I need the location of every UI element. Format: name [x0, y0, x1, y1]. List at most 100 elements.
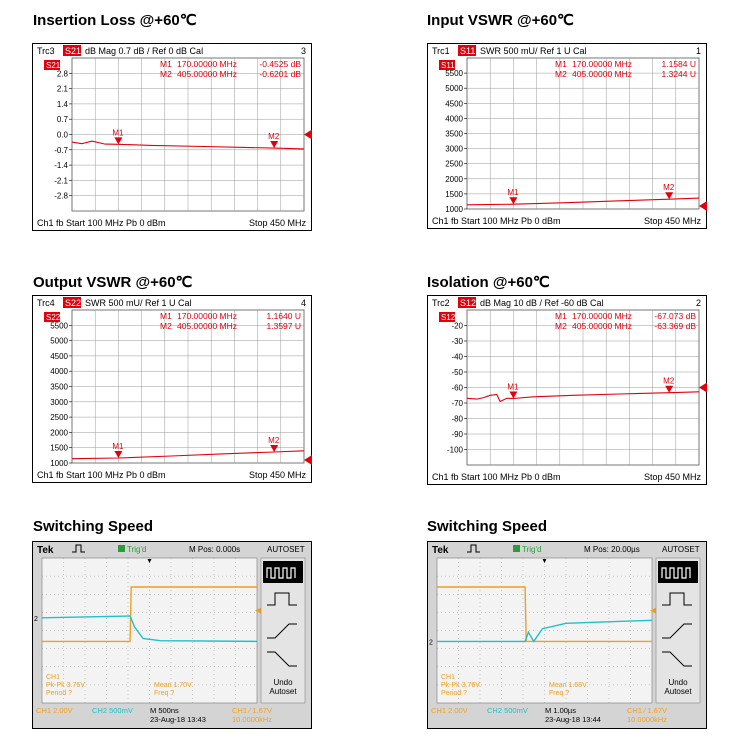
- param-label: S21: [65, 46, 81, 56]
- scope-panel-2: Tek Trig'd M Pos: 20.00µs AUTOSET 2 CH1Pk-Pk …: [427, 541, 707, 729]
- ch1-waveform: [42, 586, 257, 643]
- panel-title-output-vswr: Output VSWR @+60℃: [33, 274, 193, 291]
- marker-triangle: [114, 137, 123, 145]
- y-tick-label: 5000: [445, 84, 463, 93]
- ch2-scale: CH2 500mV: [487, 706, 528, 715]
- y-tick-label: 5000: [50, 337, 68, 346]
- trigger-pos-marker: [542, 559, 547, 563]
- panel-title-input-vswr: Input VSWR @+60℃: [427, 12, 574, 29]
- y-tick-label: 1000: [445, 205, 463, 214]
- marker-label: M1: [112, 442, 124, 451]
- format-label: SWR 500 mU/ Ref 1 U Cal: [480, 46, 587, 56]
- y-tick-label: -2.1: [54, 176, 68, 185]
- autoset-label: AUTOSET: [662, 545, 700, 554]
- marker-readout-id: M1: [160, 311, 172, 321]
- y-tick-label: 2000: [50, 428, 68, 437]
- single-cycle-icon: [662, 592, 692, 606]
- multi-cycle-icon: [661, 567, 691, 579]
- marker-label: M2: [663, 377, 675, 386]
- timebase: M 1.00µs: [545, 706, 576, 715]
- ch2-scale: CH2 500mV: [92, 706, 133, 715]
- format-label: dB Mag 10 dB / Ref -60 dB Cal: [480, 298, 604, 308]
- trace-label: Trc4: [37, 298, 55, 308]
- y-tick-label: -0.7: [54, 146, 68, 155]
- y-tick-label: -20: [451, 322, 463, 331]
- marker-readout-id: M1: [555, 311, 567, 321]
- marker-readout-freq: 170.00000 MHz: [177, 311, 237, 321]
- marker-readout-value: 1.3597 U: [267, 321, 302, 331]
- panel-frame: [427, 295, 707, 485]
- marker-readout-value: -67.073 dB: [654, 311, 696, 321]
- undo-label: Undo: [273, 678, 293, 687]
- panel-title-insertion-loss: Insertion Loss @+60℃: [33, 12, 197, 29]
- y-tick-label: -80: [451, 415, 463, 424]
- format-label: SWR 500 mU/ Ref 1 U Cal: [85, 298, 192, 308]
- rising-edge-icon: [267, 623, 297, 639]
- ch1-measure: Pk-Pk 3.76V: [441, 682, 480, 689]
- y-tick-label: -90: [451, 430, 463, 439]
- channel-badge-label: S11: [441, 61, 455, 70]
- footer-right: Stop 450 MHz: [644, 472, 702, 482]
- autoset-undo-label: Autoset: [664, 687, 692, 696]
- y-tick-label: 4500: [50, 352, 68, 361]
- ch1-measure: Pk-Pk 3.76V: [46, 682, 85, 689]
- trig-label: Trig'd: [127, 545, 146, 554]
- y-tick-label: -70: [451, 399, 463, 408]
- format-label: dB Mag 0.7 dB / Ref 0 dB Cal: [85, 46, 203, 56]
- marker-readout-id: M1: [160, 59, 172, 69]
- marker-readout-freq: 170.00000 MHz: [177, 59, 237, 69]
- marker-label: M2: [663, 183, 675, 192]
- channel-badge: [44, 312, 60, 322]
- marker-readout-id: M2: [555, 69, 567, 79]
- ch2-waveform: [41, 615, 258, 643]
- marker-readout-freq: 170.00000 MHz: [572, 311, 632, 321]
- footer-left: Ch1 fb Start 100 MHz Pb 0 dBm: [432, 216, 561, 226]
- ch1-measure: CH1: [441, 674, 455, 681]
- y-tick-label: 2500: [50, 413, 68, 422]
- vna-panel-output-vswr: Trc4 S22 SWR 500 mU/ Ref 1 U Cal 4 5500 5000 4…: [32, 295, 312, 483]
- marker-readout-value: 1.1640 U: [267, 311, 302, 321]
- footer-right: Stop 450 MHz: [249, 470, 307, 480]
- marker-readout-freq: 405.00000 MHz: [177, 321, 237, 331]
- panel-title-isolation: Isolation @+60℃: [427, 274, 550, 291]
- trigger-level-marker: [650, 607, 656, 614]
- y-tick-label: -30: [451, 337, 463, 346]
- trigger-edge-icon: [467, 544, 480, 553]
- marker-label: M2: [268, 132, 280, 141]
- trace-number: 4: [301, 298, 306, 308]
- marker-readout-freq: 405.00000 MHz: [572, 321, 632, 331]
- trace-number: 2: [696, 298, 701, 308]
- y-tick-label: 3500: [50, 383, 68, 392]
- param-label: S22: [65, 298, 81, 308]
- y-tick-label: 1500: [445, 190, 463, 199]
- y-tick-label: -50: [451, 368, 463, 377]
- ch2-ground-marker: 2: [34, 616, 38, 623]
- brand-label: Tek: [37, 545, 54, 556]
- marker-triangle: [665, 385, 674, 393]
- trig-icon: [513, 545, 520, 552]
- falling-edge-icon: [662, 651, 692, 667]
- trace-label: Trc2: [432, 298, 450, 308]
- y-tick-label: 5500: [445, 69, 463, 78]
- marker-readout-freq: 405.00000 MHz: [177, 69, 237, 79]
- ch1-measure: Period ?: [46, 690, 72, 697]
- rising-edge-icon: [662, 623, 692, 639]
- trigger-readout: CH1 ⁄ 1.67V: [232, 706, 272, 715]
- trace-line: [71, 450, 305, 460]
- footer-left: Ch1 fb Start 100 MHz Pb 0 dBm: [37, 470, 166, 480]
- param-label: S11: [460, 46, 475, 56]
- ch1-waveform: [437, 586, 652, 643]
- marker-readout-value: -0.4525 dB: [259, 59, 301, 69]
- trace-number: 3: [301, 46, 306, 56]
- ch1-scale: CH1 2.00V: [36, 706, 73, 715]
- marker-triangle: [509, 391, 518, 399]
- trace-line: [71, 140, 305, 150]
- channel-badge: [439, 60, 455, 70]
- y-tick-label: 1.4: [57, 100, 69, 109]
- vna-panel-insertion-loss: Trc3 S21 dB Mag 0.7 dB / Ref 0 dB Cal 3 2.8 2…: [32, 43, 312, 231]
- ch1-scale: CH1 2.00V: [431, 706, 468, 715]
- y-tick-label: 2500: [445, 160, 463, 169]
- y-tick-label: 1000: [50, 459, 68, 468]
- y-tick-label: 2.1: [57, 85, 69, 94]
- trace-line: [466, 391, 700, 403]
